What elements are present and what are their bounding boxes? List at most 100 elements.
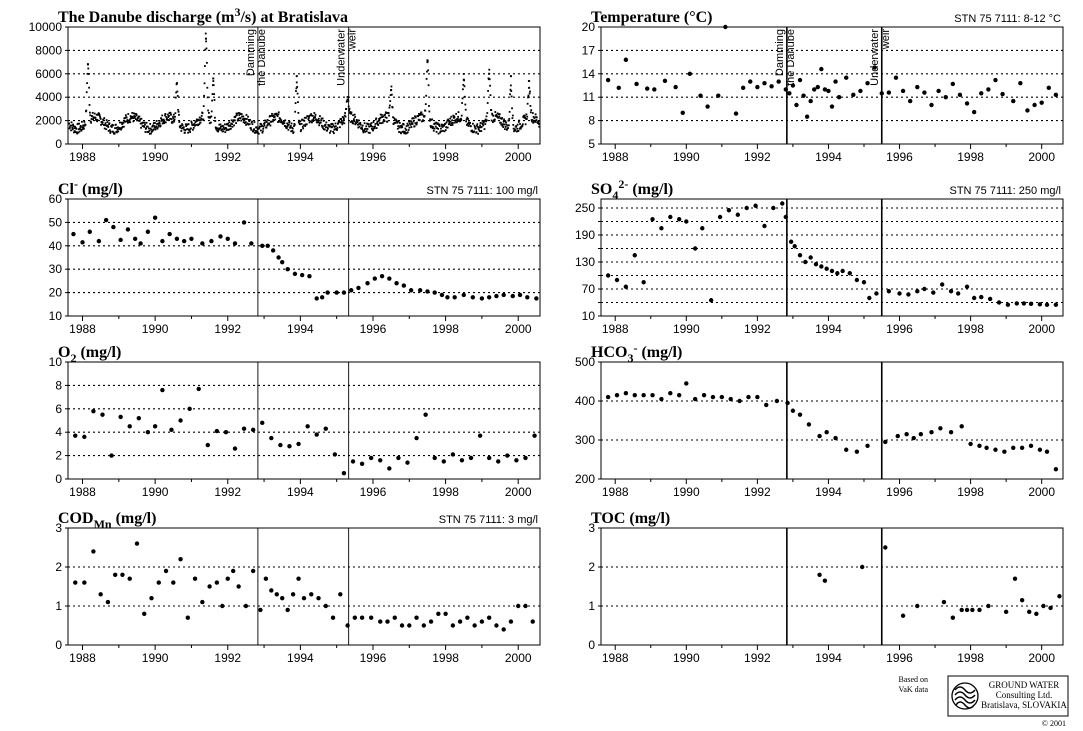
data-point xyxy=(145,430,151,435)
discharge-point xyxy=(252,130,255,133)
data-point xyxy=(178,557,183,562)
data-point xyxy=(948,430,954,435)
discharge-point xyxy=(436,127,438,129)
discharge-point xyxy=(382,120,385,123)
discharge-point xyxy=(377,124,380,126)
title-part: TOC (mg/l) xyxy=(591,510,670,527)
data-point xyxy=(387,276,392,281)
data-point xyxy=(783,87,788,92)
data-point xyxy=(698,93,703,98)
discharge-point xyxy=(462,83,465,86)
x-tick-label: 1990 xyxy=(673,651,700,665)
data-point xyxy=(717,214,723,220)
discharge-point xyxy=(364,127,367,130)
discharge-point xyxy=(130,117,133,120)
data-point xyxy=(205,442,210,448)
discharge-point xyxy=(467,124,470,127)
discharge-point xyxy=(462,73,465,75)
discharge-point xyxy=(302,127,305,130)
discharge-point xyxy=(177,110,180,113)
discharge-point xyxy=(212,84,215,87)
data-point xyxy=(861,280,867,285)
data-point xyxy=(80,240,85,245)
data-point xyxy=(287,444,292,449)
discharge-point xyxy=(254,130,257,132)
discharge-point xyxy=(235,114,238,116)
discharge-point xyxy=(118,127,121,129)
discharge-point xyxy=(397,120,400,123)
discharge-point xyxy=(68,127,71,130)
data-point xyxy=(432,455,437,461)
discharge-point xyxy=(247,115,249,118)
discharge-point xyxy=(98,115,101,118)
discharge-point xyxy=(517,120,520,123)
data-point xyxy=(452,295,457,300)
y-tick-label: 0 xyxy=(55,137,62,151)
discharge-point xyxy=(284,125,287,127)
data-point xyxy=(118,237,123,243)
discharge-point xyxy=(503,123,506,126)
data-point xyxy=(676,392,682,398)
discharge-point xyxy=(114,127,116,130)
discharge-point xyxy=(431,118,434,121)
discharge-point xyxy=(131,115,134,118)
x-tick-label: 1998 xyxy=(957,150,984,164)
data-point xyxy=(708,298,714,303)
plot-frame xyxy=(67,26,541,145)
discharge-point xyxy=(420,111,423,114)
x-tick-label: 1988 xyxy=(69,485,96,499)
discharge-point xyxy=(103,127,106,130)
discharge-point xyxy=(186,123,189,126)
data-point xyxy=(987,296,993,302)
discharge-point xyxy=(317,117,320,120)
discharge-point xyxy=(479,122,482,124)
discharge-point xyxy=(493,120,496,123)
discharge-point xyxy=(374,118,377,121)
discharge-point xyxy=(309,114,311,117)
x-tick-label: 1998 xyxy=(432,150,459,164)
discharge-point xyxy=(412,120,415,123)
chart-panels: Damming the Danube Underwater weir020004000… xyxy=(29,5,1064,665)
discharge-point xyxy=(527,96,529,99)
discharge-point xyxy=(225,127,227,130)
discharge-point xyxy=(399,125,402,127)
data-point xyxy=(865,80,870,86)
data-point xyxy=(860,564,865,570)
discharge-point xyxy=(204,32,207,35)
discharge-point xyxy=(113,132,116,135)
discharge-point xyxy=(526,102,529,105)
x-tick-label: 1998 xyxy=(432,322,459,336)
discharge-point xyxy=(360,126,363,129)
discharge-point xyxy=(461,102,464,104)
y-tick-label: 60 xyxy=(49,192,63,206)
discharge-point xyxy=(290,130,293,133)
discharge-point xyxy=(148,132,151,135)
discharge-point xyxy=(248,123,251,126)
discharge-point xyxy=(129,121,132,124)
discharge-point xyxy=(152,122,155,124)
data-point xyxy=(338,592,343,597)
data-point xyxy=(906,292,911,297)
data-point xyxy=(285,267,290,272)
discharge-point xyxy=(441,126,444,128)
discharge-point xyxy=(303,124,305,127)
discharge-point xyxy=(478,130,481,133)
data-point xyxy=(803,259,808,265)
discharge-point xyxy=(243,117,245,120)
discharge-point xyxy=(88,104,91,106)
discharge-point xyxy=(456,117,459,120)
discharge-point xyxy=(114,123,117,126)
data-point xyxy=(771,205,776,211)
discharge-point xyxy=(232,119,235,122)
data-point xyxy=(652,87,657,92)
data-points xyxy=(817,545,1062,620)
standard-note: STN 75 7111: 250 mg/l xyxy=(950,185,1062,197)
discharge-point xyxy=(406,122,409,125)
discharge-point xyxy=(144,123,146,126)
data-point xyxy=(200,241,205,246)
discharge-point xyxy=(147,130,150,133)
data-point xyxy=(441,459,446,464)
discharge-point xyxy=(327,127,329,130)
discharge-point xyxy=(397,125,400,128)
data-point xyxy=(929,430,934,435)
